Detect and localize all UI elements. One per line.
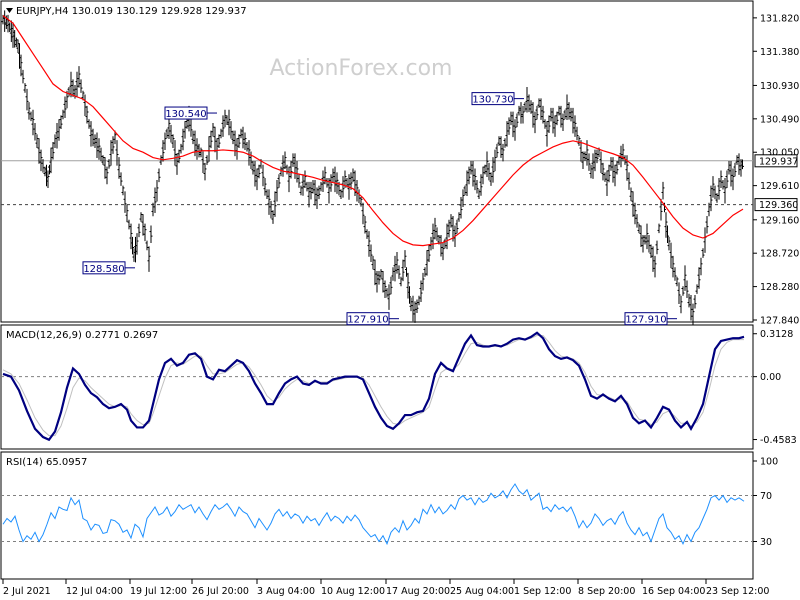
rsi-layer	[1, 483, 753, 546]
x-tick-label: 12 Jul 04:00	[66, 586, 123, 597]
x-tick-label: 3 Aug 04:00	[257, 586, 315, 597]
x-tick-label: 16 Sep 04:00	[642, 586, 705, 597]
price-annotation: 130.540	[164, 106, 217, 120]
price-y-tick-label: 129.160	[760, 215, 799, 226]
price-y-tick-label: 131.380	[760, 47, 799, 58]
x-tick-label: 1 Sep 12:00	[514, 586, 571, 597]
macd-main-line	[2, 331, 745, 442]
x-tick-label: 23 Sep 12:00	[706, 586, 769, 597]
rsi-line	[2, 483, 745, 546]
price-y-tick-label: 130.050	[760, 148, 799, 159]
rsi-y-tick-label: 100	[760, 457, 778, 468]
rsi-header: RSI(14) 65.0957	[6, 457, 87, 468]
symbol-header: EURJPY,H4 130.019 130.129 129.928 129.93…	[16, 6, 247, 17]
price-annotation: 127.910	[624, 312, 677, 326]
price-y-tick-label: 130.930	[760, 81, 799, 92]
price-annotation: 128.580	[82, 261, 135, 275]
price-y-tick-label: 127.840	[760, 316, 799, 327]
annotation-label: 128.580	[83, 264, 124, 275]
annotation-label: 127.910	[347, 315, 388, 326]
x-tick-label: 2 Jul 2021	[3, 586, 51, 597]
annotation-label: 127.910	[625, 315, 666, 326]
dashed-level-label: 129.360	[759, 200, 798, 211]
symbol-header-group: EURJPY,H4 130.019 130.129 129.928 129.93…	[6, 6, 247, 17]
macd-y-tick-label: 0.3128	[760, 329, 793, 340]
x-tick-label: 25 Aug 04:00	[450, 586, 514, 597]
rsi-y-tick-label: 30	[760, 537, 772, 548]
x-tick-label: 19 Jul 12:00	[130, 586, 187, 597]
x-tick-label: 10 Aug 12:00	[321, 586, 385, 597]
current-price-label: 129.937	[759, 156, 798, 167]
price-annotation: 127.910	[346, 312, 399, 326]
header-triangle-icon	[6, 8, 13, 13]
macd-header: MACD(12,26,9) 0.2771 0.2697	[6, 330, 158, 341]
x-tick-label: 8 Sep 20:00	[578, 586, 635, 597]
price-y-tick-label: 131.820	[760, 13, 799, 24]
macd-y-tick-label: -0.4583	[760, 435, 797, 446]
macd-layer	[1, 331, 753, 442]
watermark: ActionForex.com	[270, 56, 453, 81]
dashed-level-badge	[754, 198, 798, 212]
axis-layer: 131.820 131.380 130.930 130.490 130.050 129.6…	[2, 13, 799, 597]
moving-average-line	[2, 15, 744, 247]
annotation-label: 130.730	[472, 95, 513, 106]
price-y-tick-label: 128.280	[760, 282, 799, 293]
rsi-y-tick-label: 70	[760, 491, 772, 502]
rsi-panel-frame	[0, 451, 754, 580]
x-tick-label: 26 Jul 20:00	[192, 586, 249, 597]
price-layer: 130.540 128.580 127.910 130.730 127.910	[1, 10, 753, 326]
price-annotation: 130.730	[471, 92, 524, 106]
annotation-label: 130.540	[165, 109, 206, 120]
macd-y-tick-label: 0.00	[760, 372, 781, 383]
price-y-tick-label: 128.720	[760, 249, 799, 260]
current-price-badge	[754, 154, 798, 168]
x-tick-label: 17 Aug 20:00	[386, 586, 450, 597]
price-y-tick-label: 130.490	[760, 114, 799, 125]
price-y-tick-label: 129.610	[760, 181, 799, 192]
